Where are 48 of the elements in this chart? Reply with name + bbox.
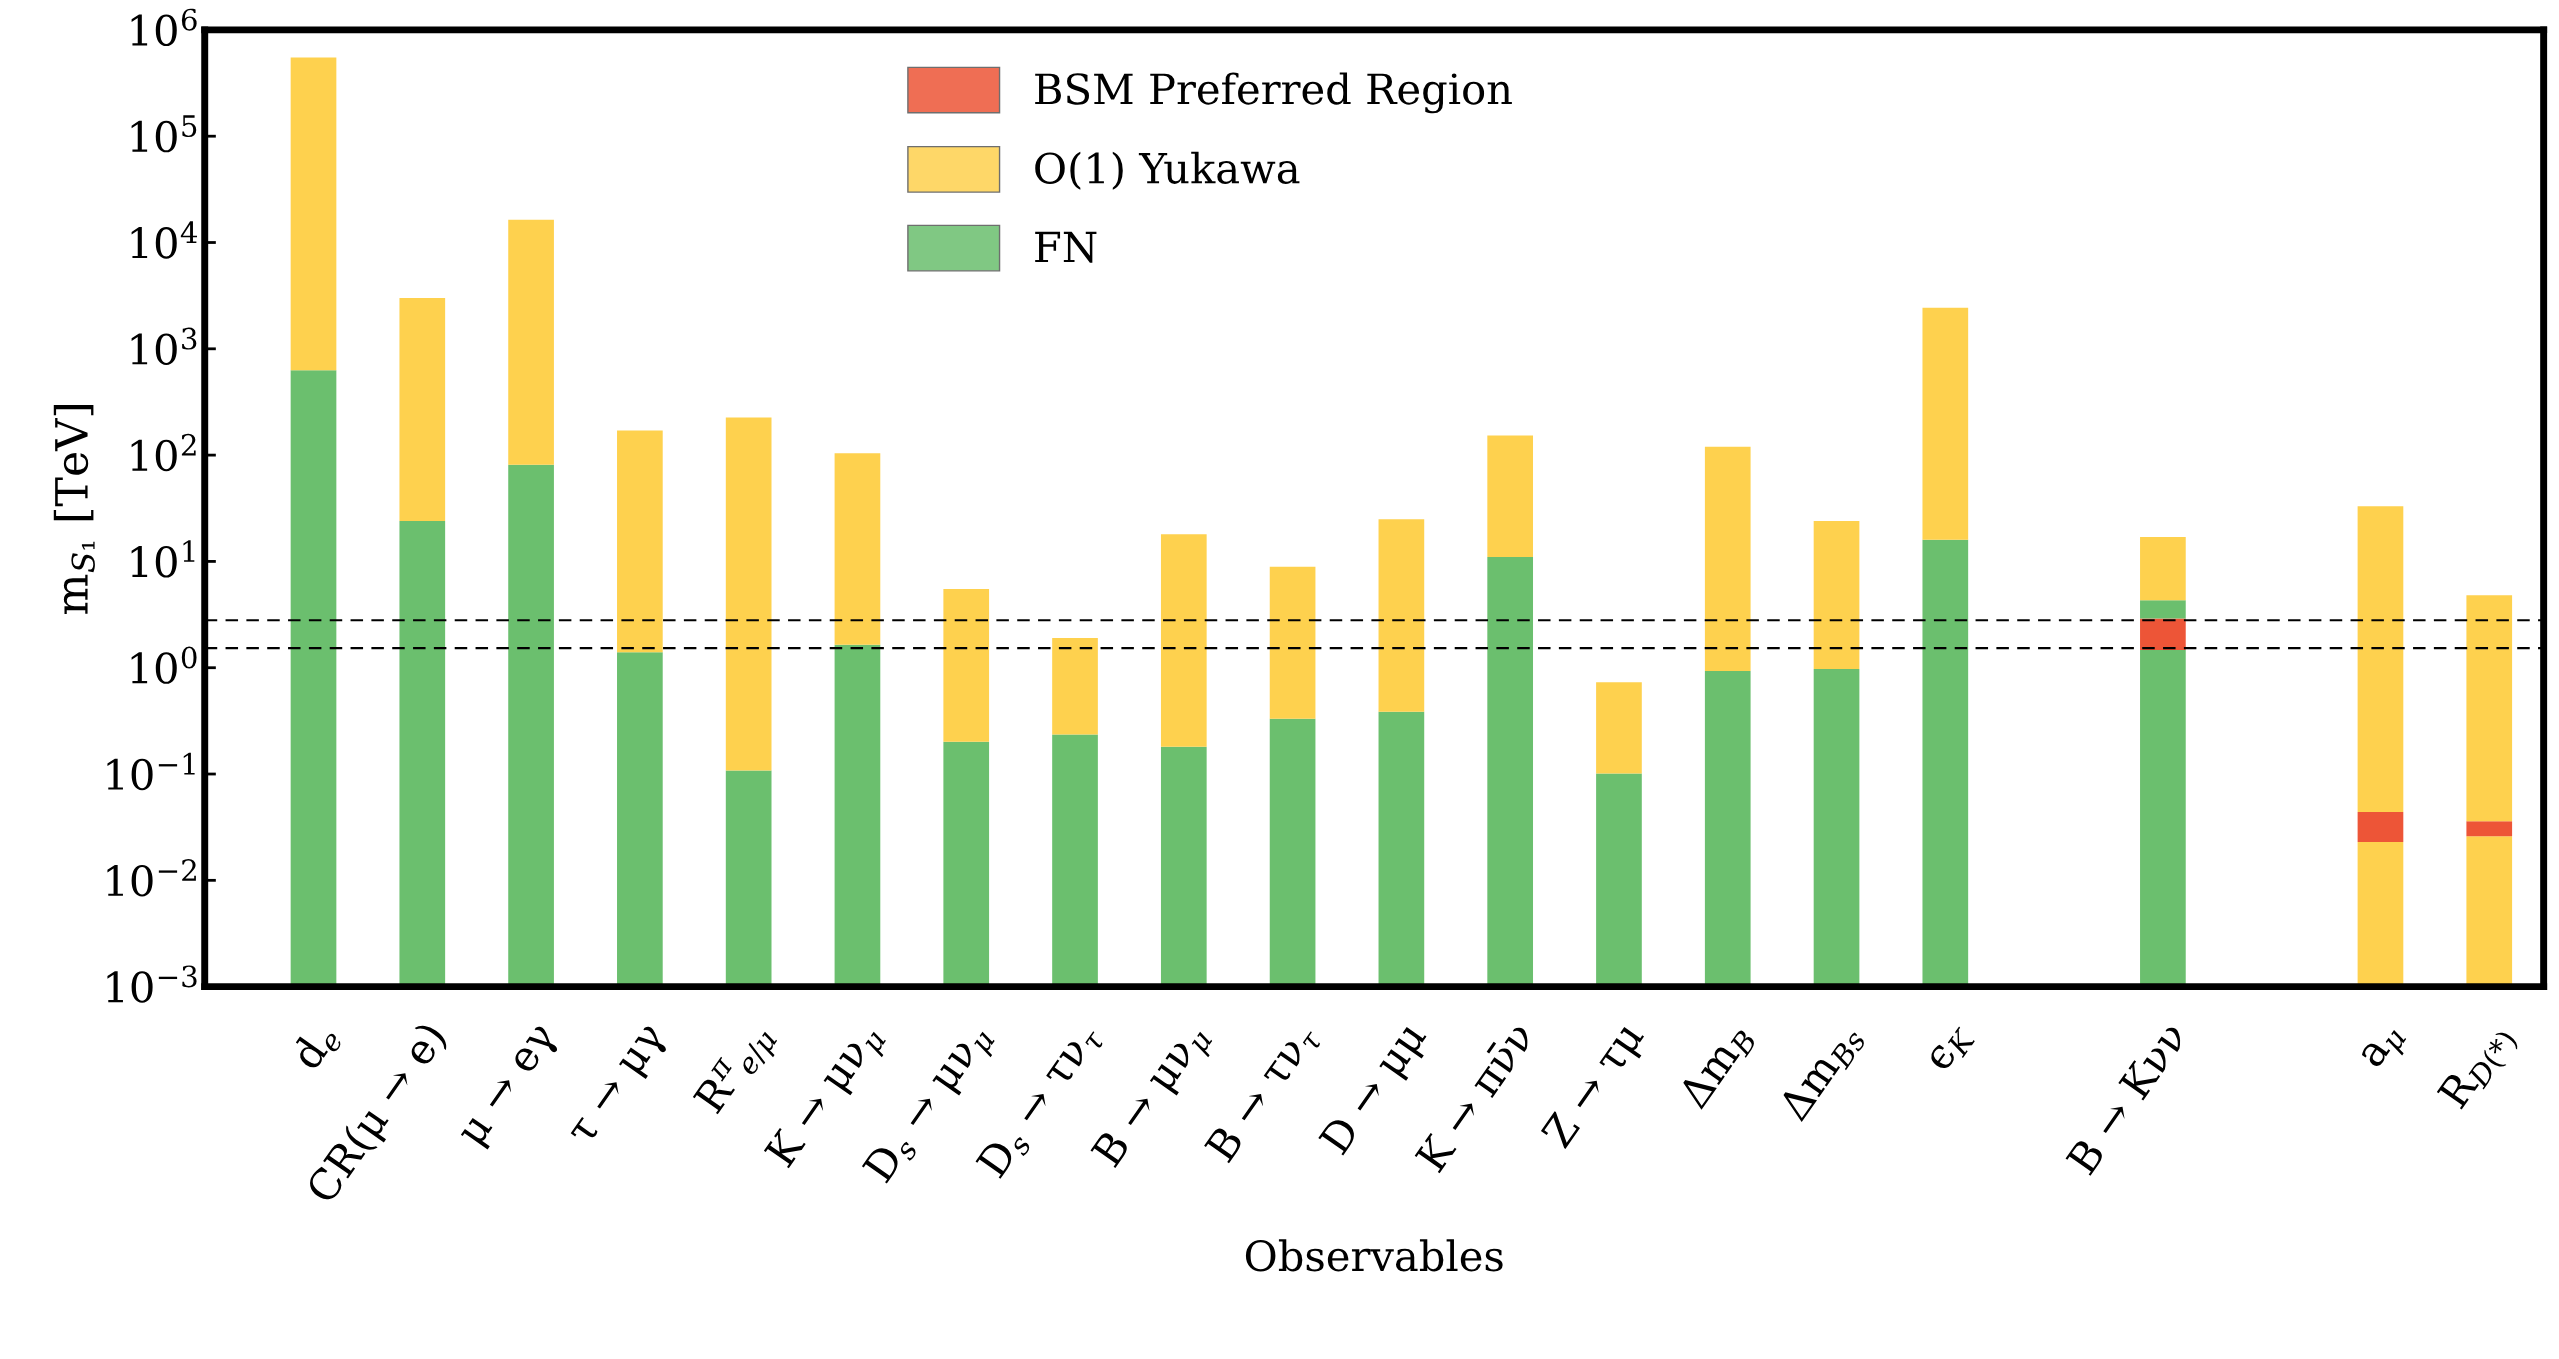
y-tick-label: 10$^{6}$ <box>131 8 197 47</box>
y-tick-label: 10$^{−3}$ <box>107 965 197 1003</box>
bar <box>725 417 772 771</box>
bar <box>1269 566 1316 719</box>
bar <box>2466 595 2513 822</box>
legend-label: O(1) Yukawa <box>1035 151 1300 190</box>
bar <box>1378 519 1425 712</box>
x-tick-label: R$_{D(*)}$ <box>2436 1020 2522 1116</box>
bar <box>1704 446 1751 672</box>
bar <box>1922 307 1969 540</box>
bar <box>2466 821 2513 837</box>
x-tick-label: τ → μγ <box>570 1024 672 1151</box>
bar <box>1813 521 1860 670</box>
bar <box>1487 435 1534 558</box>
y-axis-title: m$_{S₁}$ [TeV] <box>53 405 95 614</box>
x-axis-title: Observables <box>1245 1239 1503 1272</box>
x-tick-label: ϵ$_{K}$ <box>1927 1022 1977 1076</box>
bar <box>1596 682 1642 774</box>
x-tick-label: Δm$_{Bs}$ <box>1776 1019 1867 1127</box>
bar <box>1052 637 1098 735</box>
x-tick-label: Z → τμ <box>1540 1019 1652 1154</box>
y-tick-label: 10$^{5}$ <box>131 115 197 153</box>
bar <box>943 589 990 742</box>
x-tick-label: R$^{π}$$_{e/μ}$ <box>692 1019 783 1122</box>
bar <box>2357 811 2404 842</box>
x-tick-label: μ → eγ <box>460 1024 563 1153</box>
bar <box>2140 536 2186 601</box>
bar <box>617 430 663 653</box>
y-tick-label: 10$^{0}$ <box>131 646 197 684</box>
legend-label: BSM Preferred Region <box>1035 72 1512 114</box>
bar <box>2357 506 2404 812</box>
bar <box>2140 600 2186 619</box>
bar <box>2140 618 2186 650</box>
bar <box>399 298 446 521</box>
bar <box>508 219 554 465</box>
y-tick-label: 10$^{3}$ <box>131 327 197 365</box>
y-tick-label: 10$^{1}$ <box>131 540 195 578</box>
y-tick-label: 10$^{−1}$ <box>107 752 195 791</box>
x-tick-label: d$_{e}$ <box>288 1019 344 1075</box>
x-tick-label: a$_{μ}$ <box>2359 1022 2412 1076</box>
bar <box>834 453 881 645</box>
bar <box>1160 534 1207 747</box>
legend-label: FN <box>1035 231 1097 263</box>
x-tick-label: Δm$_{B}$ <box>1676 1020 1758 1114</box>
y-tick-label: 10$^{−2}$ <box>107 859 196 897</box>
y-tick-label: 10$^{2}$ <box>131 433 196 472</box>
bar <box>290 57 337 371</box>
y-tick-label: 10$^{4}$ <box>131 221 198 259</box>
